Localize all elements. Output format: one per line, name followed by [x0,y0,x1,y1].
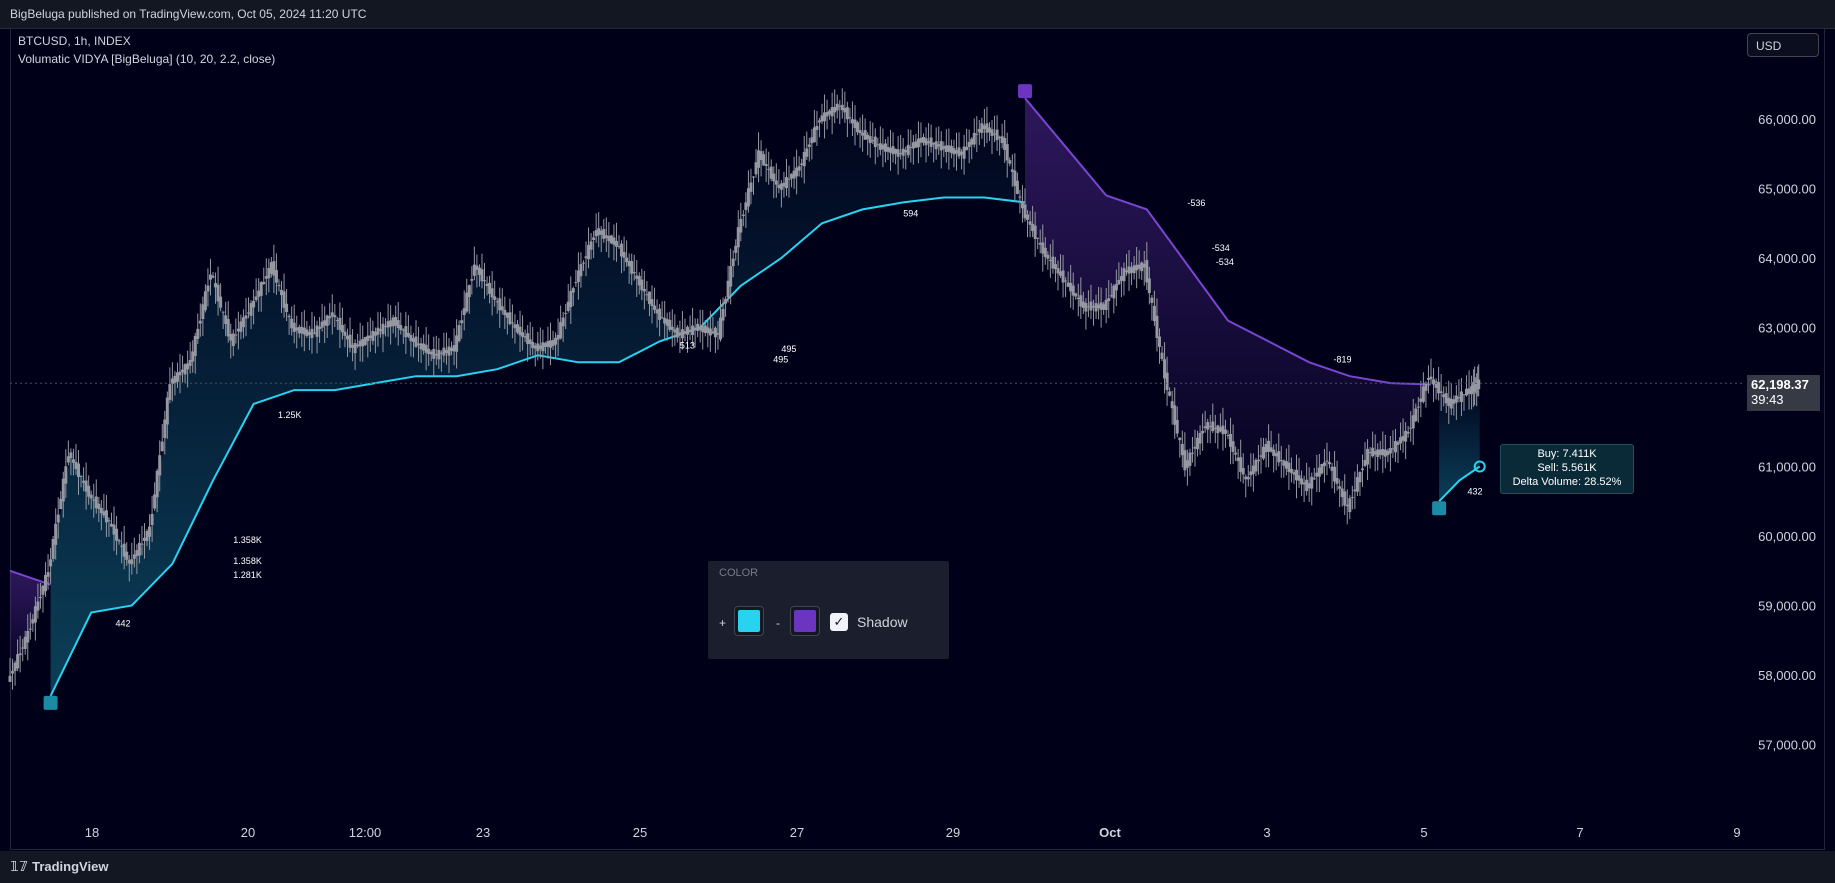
top-bar: BigBeluga published on TradingView.com, … [0,0,1835,29]
chart-pane[interactable] [10,28,1825,850]
bottom-bar [0,851,1835,883]
currency-button[interactable]: USD [1747,33,1819,57]
volume-info-box: Buy: 7.411K Sell: 5.561K Delta Volume: 2… [1500,444,1634,494]
bear-color-swatch[interactable] [790,606,820,636]
sell-volume: Sell: 5.561K [1537,462,1597,474]
delta-volume: Delta Volume: 28.52% [1512,476,1622,488]
color-settings-panel: COLOR + - ✓ Shadow [708,561,949,659]
shadow-checkbox[interactable]: ✓ [830,613,848,631]
tradingview-logo: 𝟙𝟟 TradingView [10,859,108,875]
bull-color-swatch[interactable] [734,606,764,636]
publish-info: BigBeluga published on TradingView.com, … [10,7,367,21]
bull-color-fill [738,610,760,632]
bear-label: - [776,616,780,630]
tv-logo-icon: 𝟙𝟟 [10,859,29,874]
color-panel-title: COLOR [719,567,759,579]
last-price-tag: 62,198.37 39:43 [1747,375,1820,411]
indicator-legend[interactable]: Volumatic VIDYA [BigBeluga] (10, 20, 2.2… [18,52,276,66]
bar-countdown: 39:43 [1751,392,1784,407]
bear-color-fill [794,610,816,632]
brand-name: TradingView [32,859,109,874]
buy-volume: Buy: 7.411K [1537,448,1597,460]
shadow-label[interactable]: Shadow [857,614,908,630]
bull-label: + [719,616,727,630]
symbol-legend[interactable]: BTCUSD, 1h, INDEX [18,34,131,48]
last-price: 62,198.37 [1751,377,1809,392]
